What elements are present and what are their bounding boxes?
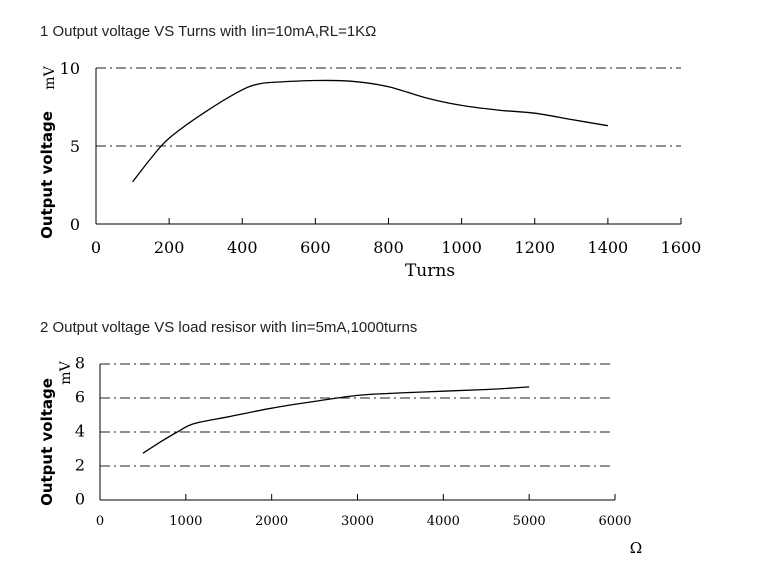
x-tick-label: 1600 [661, 238, 702, 257]
y-tick-label: 8 [75, 354, 85, 373]
y-axis-label: Output voltage [38, 111, 56, 239]
x-tick-label: 1000 [441, 238, 482, 257]
y-unit-label: mV [42, 65, 58, 89]
x-tick-label: 5000 [513, 514, 546, 529]
x-tick-label: 3000 [341, 514, 374, 529]
chart-turns: 1 Output voltage VS Turns with Iin=10mA,… [38, 23, 702, 281]
y-tick-label: 2 [75, 456, 85, 475]
x-tick-label: 4000 [427, 514, 460, 529]
y-tick-label: 4 [75, 422, 85, 441]
y-tick-label: 0 [75, 490, 85, 509]
x-tick-label: 400 [227, 238, 258, 257]
x-axis-label: Turns [405, 261, 455, 281]
x-tick-label: 6000 [598, 514, 631, 529]
y-unit-label: mV [58, 360, 74, 384]
x-axis-label: Ω [630, 539, 642, 557]
x-tick-label: 1000 [169, 514, 202, 529]
x-tick-label: 800 [373, 238, 404, 257]
series-line [132, 79, 609, 183]
x-tick-label: 1400 [588, 238, 629, 257]
x-tick-label: 0 [91, 238, 101, 257]
chart-title: 1 Output voltage VS Turns with Iin=10mA,… [40, 23, 377, 40]
chart-turns-plot: 0 200 400 600 800 1000 1200 1400 1600 0 5 10 Output … [38, 59, 702, 281]
x-tick-label: 600 [300, 238, 331, 257]
y-tick-label: 6 [75, 388, 85, 407]
chart-title: 2 Output voltage VS load resisor with Ii… [40, 319, 418, 336]
x-tick-label: 1200 [514, 238, 555, 257]
chart-load-resistor: 2 Output voltage VS load resisor with Ii… [0, 300, 768, 568]
x-tick-label: 2000 [255, 514, 288, 529]
y-tick-label: 0 [70, 215, 80, 234]
x-tick-label: 0 [96, 514, 104, 529]
series-line [142, 386, 530, 454]
y-tick-label: 5 [70, 137, 80, 156]
x-tick-label: 200 [154, 238, 185, 257]
y-axis-label: Output voltage [38, 378, 56, 506]
y-tick-label: 10 [60, 59, 80, 78]
chart-load-resistor-plot: 0 1000 2000 3000 4000 5000 6000 0 2 4 6 8 Output vol… [38, 354, 642, 557]
